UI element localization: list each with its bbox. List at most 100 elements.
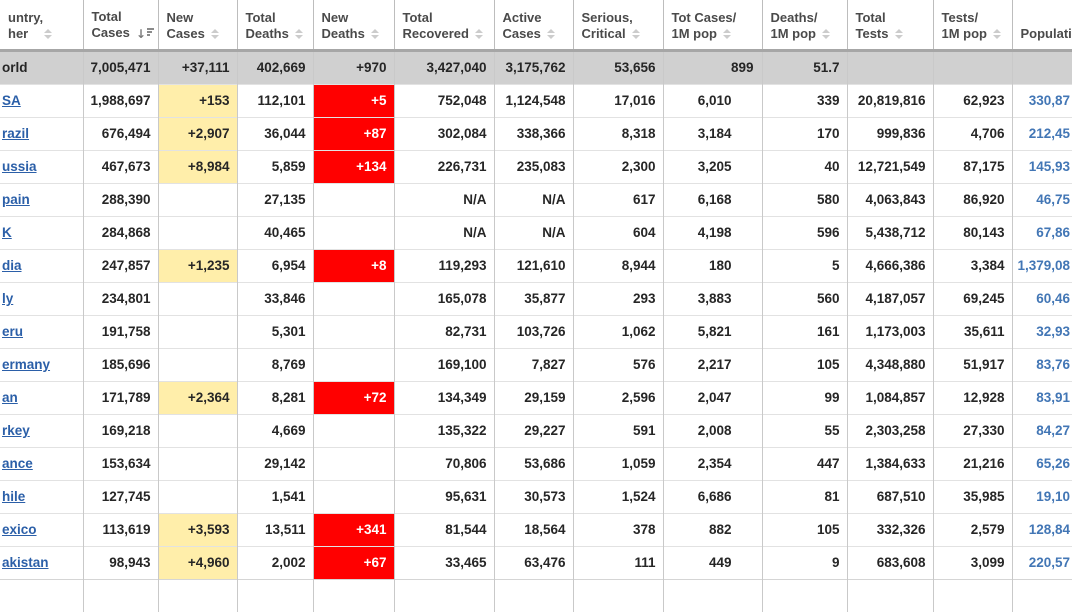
population-link[interactable]: 32,93 [1036,324,1070,339]
sort-icon [546,28,555,39]
column-header-total-deaths[interactable]: Total Deaths [237,0,314,52]
cell-total-tests: 4,063,843 [847,182,934,216]
population-link[interactable]: 60,46 [1036,291,1070,306]
cell-total-tests: 5,438,712 [847,215,934,249]
country-link[interactable]: an [2,390,18,405]
cell-serious-critical: 1,062 [573,314,664,348]
cell-total-recovered: 3,427,040 [394,50,495,84]
population-link[interactable]: 145,93 [1028,159,1070,174]
header-label-text: Cases [166,25,205,41]
population-link[interactable]: 46,75 [1036,192,1070,207]
cell-tests-1m: 69,245 [933,281,1013,315]
cell-total-recovered: 82,731 [394,314,495,348]
population-link[interactable]: 65,26 [1036,456,1070,471]
column-header-deaths-1m[interactable]: Deaths/1M pop [762,0,848,52]
cell-new-deaths [313,314,395,348]
cell-country: ussia [0,149,84,183]
column-header-country[interactable]: untry, her [0,0,84,52]
header-label-line2: 1M pop [771,26,843,42]
country-link[interactable]: dia [2,258,22,273]
header-label-text: Cases [91,24,130,40]
country-link[interactable]: rkey [2,423,30,438]
column-header-total-recovered[interactable]: Total Recovered [394,0,495,52]
cell-country: K [0,215,84,249]
cell-population: 83,91 [1012,380,1072,414]
cell-total-recovered: 70,806 [394,446,495,480]
cell-new-cases: +8,984 [158,149,238,183]
table-row-partial [0,578,1072,612]
column-header-active-cases[interactable]: Active Cases [494,0,574,52]
table-row: ermany 185,696 8,769 169,100 7,827 576 2,217 10… [0,347,1072,381]
sort-descending-icon: ↓ [136,26,154,42]
cell-population: 330,87 [1012,83,1072,117]
country-link[interactable]: razil [2,126,30,141]
cell-total-cases: 284,868 [83,215,159,249]
country-link[interactable]: ermany [2,357,51,372]
cell-cases-1m: 3,184 [663,116,763,150]
population-link[interactable]: 1,379,08 [1017,258,1070,273]
population-link[interactable]: 220,57 [1028,555,1070,570]
population-link[interactable]: 84,27 [1036,423,1070,438]
column-header-total-tests[interactable]: Total Tests [847,0,934,52]
header-label-line1: Total [245,9,276,25]
country-link[interactable]: pain [2,192,30,207]
header-label-line2: Tests [856,26,929,42]
cell-new-cases [158,479,238,513]
cell-new-cases [158,314,238,348]
header-label-line1: Active [502,9,542,25]
cell-new-deaths [313,413,395,447]
column-header-new-cases[interactable]: New Cases [158,0,238,52]
cell-tests-1m: 12,928 [933,380,1013,414]
column-header-serious-critical[interactable]: Serious, Critical [573,0,664,52]
header-label-text: Populati [1020,25,1072,41]
column-header-cases-1m[interactable]: Tot Cases/1M pop [663,0,763,52]
cell-deaths-1m: 5 [762,248,848,282]
country-link[interactable]: akistan [2,555,49,570]
cell-total-tests: 4,348,880 [847,347,934,381]
country-link[interactable]: ance [2,456,33,471]
country-link[interactable]: ussia [2,159,37,174]
cell-total-deaths: 40,465 [237,215,314,249]
cell-cases-1m: 449 [663,545,763,579]
cell-new-deaths [313,182,395,216]
column-header-total-cases[interactable]: Total Cases ↓ [83,0,159,52]
cell-country: SA [0,83,84,117]
country-link[interactable]: K [2,225,12,240]
country-link[interactable]: exico [2,522,37,537]
cell-population: 65,26 [1012,446,1072,480]
cell-serious-critical: 576 [573,347,664,381]
column-header-new-deaths[interactable]: New Deaths [313,0,395,52]
country-link[interactable]: hile [2,489,26,504]
cell-serious-critical: 2,596 [573,380,664,414]
cell-total-cases: 98,943 [83,545,159,579]
header-label-line1: Tot Cases/ [671,9,737,25]
population-link[interactable]: 128,84 [1028,522,1070,537]
world-label: orld [2,60,28,75]
cell-deaths-1m: 81 [762,479,848,513]
population-link[interactable]: 212,45 [1028,126,1070,141]
population-link[interactable]: 67,86 [1036,225,1070,240]
population-link[interactable]: 330,87 [1028,93,1070,108]
cell-population: 83,76 [1012,347,1072,381]
cell-deaths-1m: 339 [762,83,848,117]
cell-country: ermany [0,347,84,381]
sort-icon [370,28,379,39]
cell-new-cases: +37,111 [158,50,238,84]
cell-new-cases: +153 [158,83,238,117]
cell-serious-critical: 1,524 [573,479,664,513]
cell-new-deaths: +87 [313,116,395,150]
cell-total-recovered: 119,293 [394,248,495,282]
cell-cases-1m: 6,010 [663,83,763,117]
cell-new-deaths [313,479,395,513]
population-link[interactable]: 19,10 [1036,489,1070,504]
column-header-tests-1m[interactable]: Tests/1M pop [933,0,1013,52]
cell-tests-1m: 80,143 [933,215,1013,249]
country-link[interactable]: eru [2,324,24,339]
population-link[interactable]: 83,91 [1036,390,1070,405]
cell-cases-1m: 882 [663,512,763,546]
population-link[interactable]: 83,76 [1036,357,1070,372]
country-link[interactable]: SA [2,93,21,108]
country-link[interactable]: ly [2,291,14,306]
cell-serious-critical: 111 [573,545,664,579]
cell-tests-1m: 86,920 [933,182,1013,216]
